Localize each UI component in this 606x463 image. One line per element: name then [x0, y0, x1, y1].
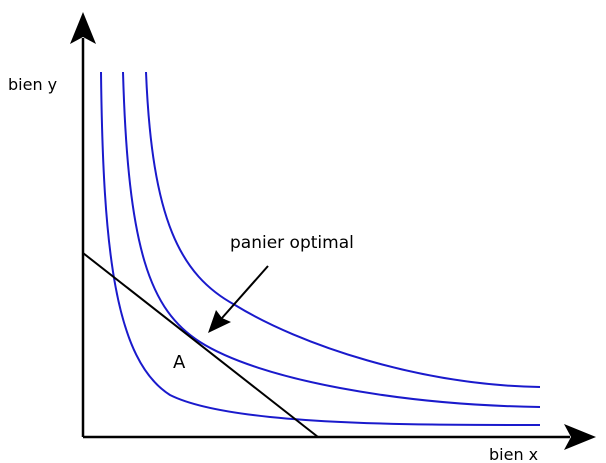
pointer-arrow	[221, 265, 269, 319]
indifference-curve	[100, 71, 541, 426]
y-axis-arrow	[70, 12, 96, 44]
indifference-curve	[122, 71, 541, 408]
budget-line	[82, 252, 319, 438]
point-label: A	[173, 352, 186, 373]
y-axis-label: bien y	[8, 75, 57, 94]
pointer-arrow-head	[208, 310, 231, 333]
x-axis-arrow	[564, 424, 596, 450]
annotation-label: panier optimal	[230, 233, 354, 253]
x-axis-label: bien x	[489, 445, 538, 463]
indifference-curve	[145, 71, 541, 388]
